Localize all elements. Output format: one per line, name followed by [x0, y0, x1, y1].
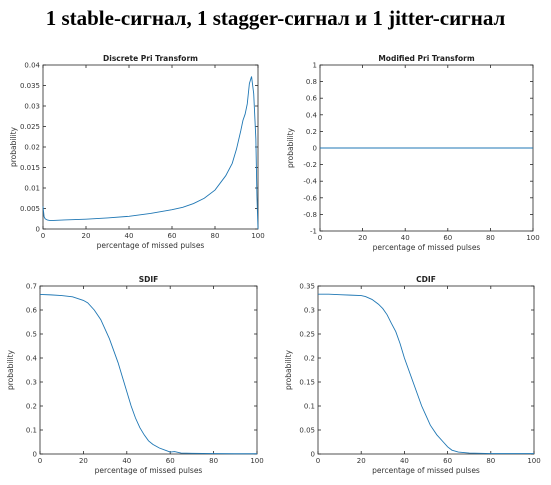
x-tick-label: 60	[168, 232, 177, 240]
series-line	[42, 76, 259, 230]
x-tick-label: 80	[486, 234, 495, 242]
y-tick-label: -0.8	[303, 211, 317, 219]
y-axis-label: probability	[284, 349, 293, 390]
x-tick-label: 80	[209, 457, 218, 465]
y-tick-label: 0	[311, 451, 315, 459]
y-tick-label: 0.3	[304, 307, 315, 315]
chart-sdif: SDIF 0 20 40 60 80 100 0 0.1 0.2 0.3 0.4 0.5 0.6 0.7 pe…	[6, 275, 264, 475]
y-tick-label: 0.2	[304, 355, 315, 363]
y-tick-label: 0.05	[299, 427, 315, 435]
y-tick-label: 0	[313, 145, 317, 153]
y-tick-label: 0.1	[26, 427, 37, 435]
y-tick-label: 0	[36, 226, 40, 234]
x-tick-label: 40	[401, 234, 410, 242]
y-tick-label: -0.4	[303, 178, 317, 186]
plot-area	[39, 285, 258, 455]
y-tick-label: 0.6	[26, 307, 38, 315]
y-tick-label: 0.015	[20, 164, 40, 172]
y-tick-label: -0.2	[303, 161, 317, 169]
y-tick-label: 1	[313, 62, 317, 70]
chart-dpt: Discrete Pri Transform 0 20 40 60 80 100 0 0.005…	[9, 54, 265, 250]
series-line	[318, 293, 534, 454]
x-tick-label: 60	[166, 457, 175, 465]
y-tick-label: 0.8	[306, 78, 317, 86]
chart-title: SDIF	[139, 275, 159, 284]
y-tick-label: -0.6	[303, 194, 317, 202]
y-axis-label: probability	[9, 126, 18, 167]
x-tick-label: 40	[125, 232, 134, 240]
x-tick-label: 60	[443, 234, 452, 242]
y-tick-label: 0.4	[306, 111, 318, 119]
x-tick-label: 100	[527, 457, 540, 465]
x-tick-label: 0	[41, 232, 45, 240]
chart-mpt: Modified Pri Transform 0 20 40 60 80 100 -1 -0.8…	[286, 54, 540, 252]
y-tick-label: 0.1	[304, 403, 315, 411]
y-tick-label: 0.25	[299, 331, 315, 339]
y-tick-label: 0	[33, 451, 37, 459]
x-tick-label: 0	[316, 457, 320, 465]
y-axis-label: probability	[6, 349, 15, 390]
chart-cdif: CDIF 0 20 40 60 80 100 0 0.05 0.1 0.15 0.2 0.25 0.3 0.…	[284, 275, 541, 475]
y-tick-label: 0.2	[26, 403, 37, 411]
x-tick-label: 80	[486, 457, 495, 465]
x-tick-label: 20	[358, 234, 367, 242]
chart-title: CDIF	[416, 275, 436, 284]
x-tick-label: 80	[211, 232, 220, 240]
chart-title: Modified Pri Transform	[378, 54, 475, 63]
y-axis-label: probability	[286, 127, 295, 168]
x-axis-label: percentage of missed pulses	[97, 241, 205, 250]
x-tick-label: 100	[526, 234, 539, 242]
x-tick-label: 20	[82, 232, 91, 240]
y-tick-label: 0.01	[24, 185, 40, 193]
y-tick-label: 0.5	[26, 331, 37, 339]
y-tick-label: 0.02	[24, 144, 40, 152]
y-tick-label: 0.025	[20, 123, 40, 131]
x-tick-label: 60	[443, 457, 452, 465]
x-tick-label: 20	[357, 457, 366, 465]
y-tick-label: 0.2	[306, 128, 317, 136]
y-tick-label: 0.03	[24, 103, 40, 111]
y-tick-label: 0.35	[299, 283, 315, 291]
y-tick-label: -1	[310, 228, 317, 236]
y-tick-label: 0.035	[20, 82, 40, 90]
y-tick-label: 0.04	[24, 62, 40, 70]
x-tick-label: 0	[318, 234, 322, 242]
y-tick-label: 0.15	[299, 379, 315, 387]
x-axis-label: percentage of missed pulses	[373, 243, 481, 252]
y-tick-label: 0.7	[26, 283, 37, 291]
series-line	[39, 293, 257, 455]
chart-title: Discrete Pri Transform	[103, 54, 198, 63]
plot-area	[42, 64, 259, 230]
x-tick-label: 40	[400, 457, 409, 465]
y-tick-label: 0.4	[26, 355, 38, 363]
x-tick-label: 20	[79, 457, 88, 465]
plot-area	[317, 285, 535, 455]
page-title: 1 stable-сигнал, 1 stagger-сигнал и 1 ji…	[45, 6, 506, 30]
y-tick-label: 0.3	[26, 379, 37, 387]
x-tick-label: 100	[250, 457, 263, 465]
x-axis-label: percentage of missed pulses	[372, 466, 480, 475]
x-axis-label: percentage of missed pulses	[95, 466, 203, 475]
x-tick-label: 100	[251, 232, 264, 240]
y-tick-label: 0.005	[20, 205, 40, 213]
x-tick-label: 0	[38, 457, 42, 465]
y-tick-label: 0.6	[306, 95, 318, 103]
x-tick-label: 40	[122, 457, 131, 465]
